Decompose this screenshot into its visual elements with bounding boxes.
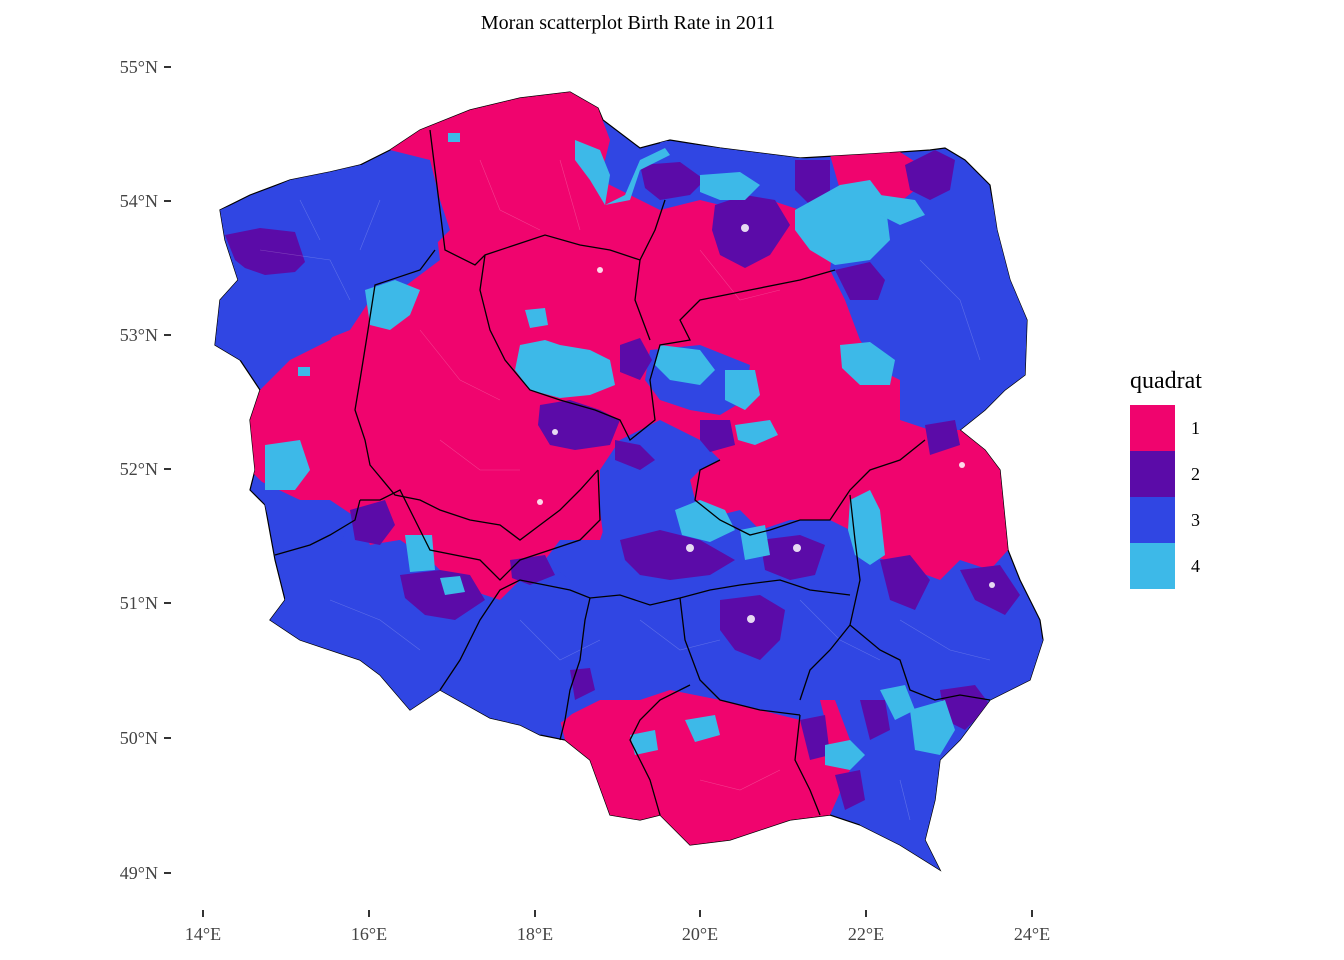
y-tick-label: 55°N (120, 57, 158, 77)
legend-label: 4 (1191, 555, 1200, 576)
x-tick-label: 18°E (517, 924, 553, 944)
x-tick-label: 20°E (682, 924, 718, 944)
y-tick-label: 51°N (120, 593, 158, 613)
x-tick-label: 24°E (1014, 924, 1050, 944)
legend-item: 3 (1130, 497, 1202, 543)
legend-swatch (1130, 405, 1175, 451)
legend-label: 2 (1191, 463, 1200, 484)
legend-label: 1 (1191, 417, 1200, 438)
quadrat-2-regions (225, 150, 1020, 810)
quadrat-4-regions (265, 133, 955, 770)
legend-item: 4 (1130, 543, 1202, 589)
x-tick-label: 16°E (351, 924, 387, 944)
legend-title: quadrat (1130, 368, 1202, 394)
legend-swatch (1130, 497, 1175, 543)
x-tick-label: 14°E (185, 924, 221, 944)
y-tick-label: 53°N (120, 325, 158, 345)
legend-label: 3 (1191, 509, 1200, 530)
x-tick-label: 22°E (848, 924, 884, 944)
y-tick-label: 49°N (120, 863, 158, 883)
legend-swatch (1130, 543, 1175, 589)
y-tick-label: 52°N (120, 459, 158, 479)
legend-item: 2 (1130, 451, 1202, 497)
legend: quadrat 1 2 3 4 (1130, 368, 1202, 589)
legend-item: 1 (1130, 405, 1202, 451)
x-axis: 14°E 16°E 18°E 20°E 22°E 24°E (185, 910, 1050, 944)
y-tick-label: 54°N (120, 191, 158, 211)
y-axis: 55°N 54°N 53°N 52°N 51°N 50°N 49°N (120, 57, 171, 883)
sub-region-lines (259, 159, 991, 821)
y-tick-label: 50°N (120, 728, 158, 748)
voivodeship-borders (274, 129, 991, 816)
legend-swatch (1130, 451, 1175, 497)
enclave-markers (537, 224, 995, 623)
map-title: Moran scatterplot Birth Rate in 2011 (480, 12, 776, 34)
